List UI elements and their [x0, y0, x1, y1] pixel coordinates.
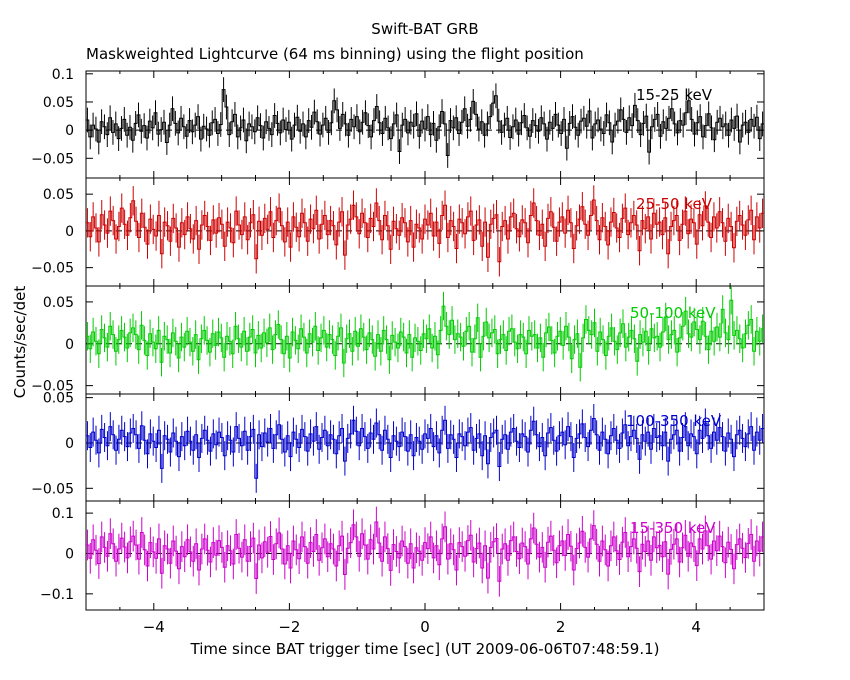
x-tick-label: 2 [556, 618, 566, 636]
y-tick-label: 0 [65, 224, 74, 240]
lightcurve-panel: 0.1 0.05 0 −0.05 15-25 keV [31, 67, 765, 179]
band-label: 25-50 keV [636, 195, 713, 213]
band-label: 50-100 keV [630, 304, 716, 322]
lightcurve-panel: 0.1 0 −0.1 15-350 keV [40, 500, 765, 611]
y-tick-label: 0.05 [43, 95, 74, 111]
series-step-line [86, 418, 764, 479]
y-tick-label: 0.05 [43, 295, 74, 311]
lightcurve-panel: 0.05 0 −0.05 100-350 keV [31, 391, 765, 502]
series-step-line [86, 521, 764, 582]
y-tick-label: 0 [65, 546, 74, 562]
lightcurve-panel: 0.05 0 −0.05 25-50 keV [31, 177, 765, 287]
y-axis-label: Counts/sec/det [11, 285, 29, 399]
chart-subtitle: Maskweighted Lightcurve (64 ms binning) … [86, 45, 584, 63]
x-tick-label: −2 [278, 618, 300, 636]
y-tick-label: 0.1 [52, 67, 74, 83]
x-tick-label: 0 [420, 618, 430, 636]
y-tick-label: 0.05 [43, 391, 74, 407]
y-tick-label: 0.05 [43, 187, 74, 203]
panel-frame [85, 285, 765, 395]
series-step-line [86, 299, 764, 368]
y-tick-label: 0 [65, 436, 74, 452]
y-tick-label: −0.05 [31, 481, 74, 497]
x-tick-label: 4 [691, 618, 701, 636]
y-tick-label: 0 [65, 123, 74, 139]
y-tick-label: −0.1 [40, 587, 74, 603]
series-step-line [86, 199, 764, 263]
chart-title: Swift-BAT GRB [371, 20, 479, 38]
x-tick-label: −4 [143, 618, 165, 636]
x-axis-label: Time since BAT trigger time [sec] (UT 20… [190, 640, 660, 658]
y-tick-label: 0.1 [52, 506, 74, 522]
band-label: 100-350 keV [626, 412, 722, 430]
y-tick-label: −0.05 [31, 261, 74, 277]
band-label: 15-25 keV [636, 86, 713, 104]
lightcurve-panel: 0.05 0 −0.05 50-100 keV [31, 285, 765, 395]
band-label: 15-350 keV [630, 519, 716, 537]
y-tick-label: −0.05 [31, 151, 74, 167]
series-step-line [86, 89, 764, 156]
y-tick-label: −0.05 [31, 379, 74, 395]
y-tick-label: 0 [65, 337, 74, 353]
